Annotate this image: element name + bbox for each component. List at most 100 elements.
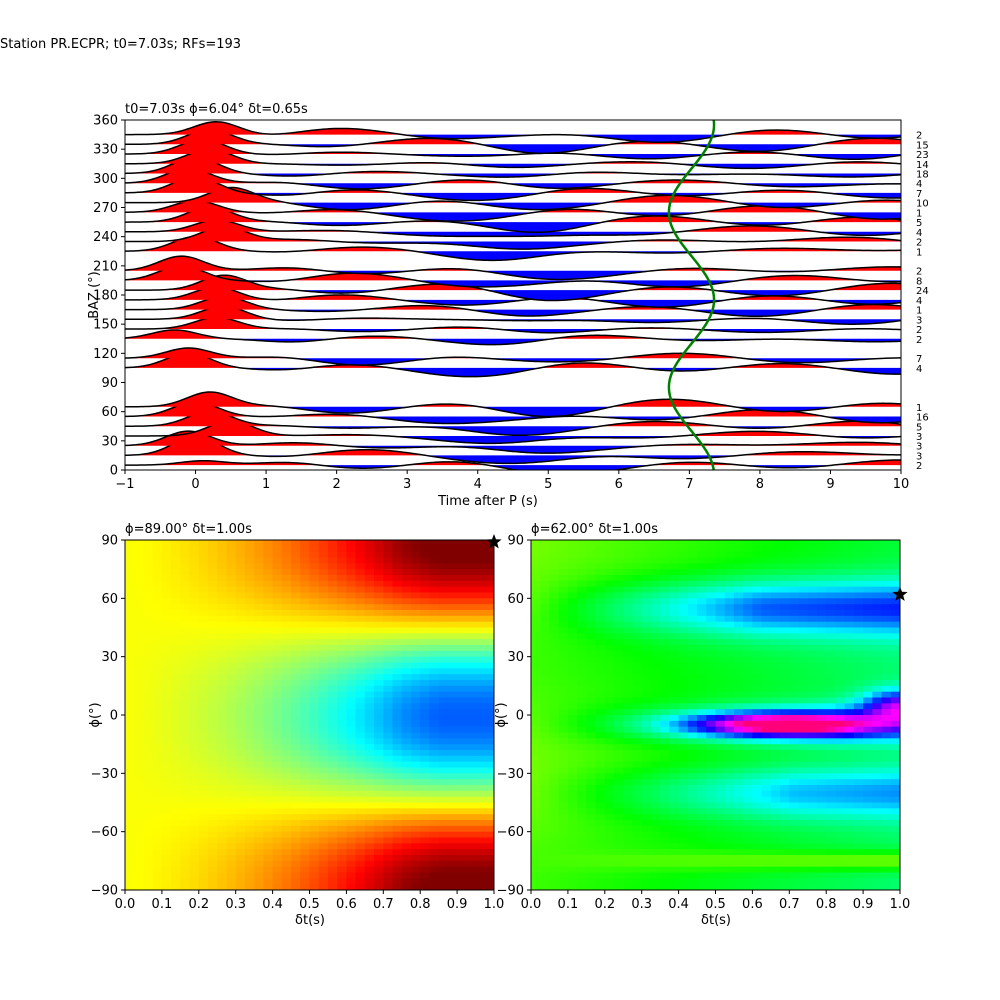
heatmap-cell bbox=[401, 680, 412, 687]
heatmap-cell bbox=[549, 761, 560, 769]
heatmap-cell bbox=[614, 849, 624, 856]
heatmap-cell bbox=[604, 767, 615, 774]
heatmap-cell bbox=[226, 557, 237, 564]
heatmap-cell bbox=[383, 878, 394, 885]
heatmap-cell bbox=[309, 878, 320, 885]
heatmap-cell bbox=[604, 761, 615, 769]
heatmap-cell bbox=[687, 726, 698, 734]
heatmap-cell bbox=[263, 767, 274, 774]
heatmap-cell bbox=[881, 872, 892, 879]
heatmap-cell bbox=[733, 849, 744, 856]
heatmap-cell bbox=[632, 808, 643, 815]
heatmap-cell bbox=[254, 744, 264, 751]
heatmap-cell bbox=[595, 767, 606, 774]
heatmap-cell bbox=[724, 872, 735, 879]
heatmap-cell bbox=[632, 674, 643, 681]
heatmap-cell bbox=[724, 709, 735, 716]
heatmap-cell bbox=[244, 674, 255, 681]
heatmap-cell bbox=[789, 779, 800, 786]
heatmap-cell bbox=[586, 843, 597, 850]
heatmap-cell bbox=[134, 744, 145, 751]
y-tick-label: 180 bbox=[93, 289, 118, 304]
heatmap-cell bbox=[770, 715, 781, 722]
heatmap-cell bbox=[355, 825, 366, 833]
heatmap-cell bbox=[198, 621, 209, 629]
heatmap-cell bbox=[364, 685, 375, 693]
heatmap-cell bbox=[355, 790, 366, 798]
rf-trace-line bbox=[125, 128, 901, 155]
heatmap-cell bbox=[770, 610, 781, 617]
heatmap-cell bbox=[429, 785, 440, 792]
heatmap-cell bbox=[660, 866, 670, 874]
heatmap-cell bbox=[125, 633, 135, 640]
heatmap-cell bbox=[171, 674, 181, 681]
rf-trace-count: 1 bbox=[916, 306, 922, 317]
heatmap-cell bbox=[807, 820, 818, 827]
heatmap-cell bbox=[272, 674, 283, 681]
heatmap-cell bbox=[567, 621, 578, 629]
heatmap-cell bbox=[595, 715, 606, 722]
heatmap-cell bbox=[254, 703, 264, 710]
heatmap-cell bbox=[438, 545, 449, 553]
heatmap-cell bbox=[798, 627, 809, 634]
rf-trace-count: 4 bbox=[916, 228, 922, 239]
heatmap-cell bbox=[226, 615, 237, 623]
heatmap-cell bbox=[466, 744, 477, 751]
rf-plot-area bbox=[125, 120, 901, 470]
heatmap-cell bbox=[853, 668, 864, 675]
left-x-axis-label: δt(s) bbox=[295, 913, 325, 928]
heatmap-cell bbox=[383, 545, 394, 553]
heatmap-cell bbox=[853, 621, 864, 629]
heatmap-cell bbox=[364, 656, 375, 664]
heatmap-cell bbox=[650, 884, 661, 890]
heatmap-cell bbox=[429, 639, 440, 646]
heatmap-cell bbox=[420, 709, 431, 716]
heatmap-cell bbox=[816, 796, 827, 804]
heatmap-cell bbox=[724, 645, 735, 652]
heatmap-cell bbox=[392, 674, 403, 681]
heatmap-cell bbox=[447, 773, 458, 780]
heatmap-cell bbox=[254, 709, 264, 716]
heatmap-cell bbox=[355, 831, 366, 839]
heatmap-cell bbox=[401, 802, 412, 809]
heatmap-cell bbox=[632, 709, 643, 716]
heatmap-cell bbox=[272, 668, 283, 675]
heatmap-cell bbox=[567, 738, 578, 745]
heatmap-cell bbox=[410, 814, 421, 821]
heatmap-cell bbox=[429, 569, 440, 576]
heatmap-cell bbox=[300, 633, 311, 640]
heatmap-cell bbox=[798, 884, 809, 890]
heatmap-cell bbox=[198, 575, 209, 582]
heatmap-cell bbox=[826, 697, 837, 704]
heatmap-cell bbox=[632, 668, 643, 675]
heatmap-cell bbox=[807, 709, 818, 716]
heatmap-cell bbox=[669, 878, 680, 885]
heatmap-cell bbox=[807, 796, 818, 804]
heatmap-cell bbox=[180, 755, 191, 763]
heatmap-cell bbox=[706, 860, 717, 868]
heatmap-cell bbox=[623, 744, 634, 751]
heatmap-cell bbox=[374, 855, 384, 862]
heatmap-cell bbox=[235, 726, 246, 734]
heatmap-cell bbox=[327, 773, 338, 780]
heatmap-cell bbox=[475, 872, 486, 879]
heatmap-cell bbox=[558, 680, 569, 687]
heatmap-cell bbox=[346, 785, 357, 792]
heatmap-cell bbox=[863, 761, 873, 769]
heatmap-cell bbox=[687, 621, 698, 629]
heatmap-cell bbox=[198, 790, 209, 798]
heatmap-cell bbox=[346, 650, 357, 658]
heatmap-cell bbox=[217, 586, 228, 594]
heatmap-cell bbox=[807, 627, 818, 634]
heatmap-cell bbox=[180, 639, 191, 646]
heatmap-cell bbox=[641, 878, 652, 885]
heatmap-cell bbox=[549, 785, 560, 792]
heatmap-cell bbox=[281, 790, 292, 798]
heatmap-cell bbox=[733, 785, 744, 792]
heatmap-cell bbox=[558, 884, 569, 890]
heatmap-cell bbox=[558, 598, 569, 605]
heatmap-cell bbox=[614, 831, 624, 839]
heatmap-cell bbox=[807, 557, 818, 564]
heatmap-cell bbox=[872, 750, 883, 757]
heatmap-cell bbox=[826, 855, 837, 862]
